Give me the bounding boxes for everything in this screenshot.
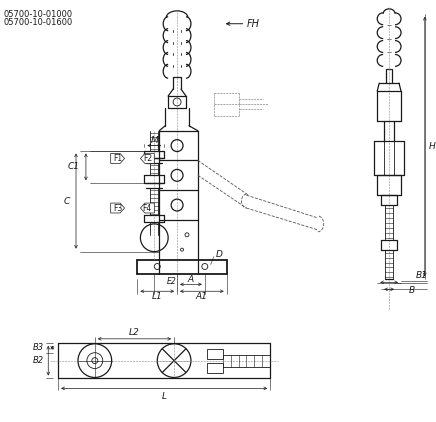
Text: H: H (429, 142, 436, 151)
Text: C1: C1 (68, 162, 80, 171)
Text: D: D (216, 250, 223, 259)
Polygon shape (140, 154, 154, 163)
Polygon shape (140, 203, 154, 213)
Text: F4: F4 (143, 203, 152, 213)
Text: C: C (64, 197, 70, 206)
Polygon shape (111, 154, 125, 163)
Text: A: A (188, 275, 194, 284)
Text: L1: L1 (152, 292, 163, 301)
Text: A1: A1 (196, 292, 208, 301)
Polygon shape (111, 203, 125, 213)
Bar (207, 349, 223, 359)
Text: F1: F1 (113, 154, 122, 163)
Text: B1: B1 (416, 271, 428, 280)
Text: L2: L2 (129, 328, 140, 337)
Text: E2: E2 (167, 277, 177, 286)
Text: M: M (150, 136, 158, 145)
Text: F3: F3 (113, 203, 122, 213)
Text: L: L (162, 392, 167, 401)
Text: B2: B2 (33, 356, 44, 365)
Text: B: B (409, 286, 415, 295)
Text: 05700-10-01600: 05700-10-01600 (3, 18, 73, 27)
Text: F2: F2 (143, 154, 152, 163)
Text: 05700-10-01000: 05700-10-01000 (3, 10, 73, 19)
Bar (207, 362, 223, 373)
Text: B3: B3 (33, 343, 44, 352)
Text: FH: FH (246, 19, 259, 29)
